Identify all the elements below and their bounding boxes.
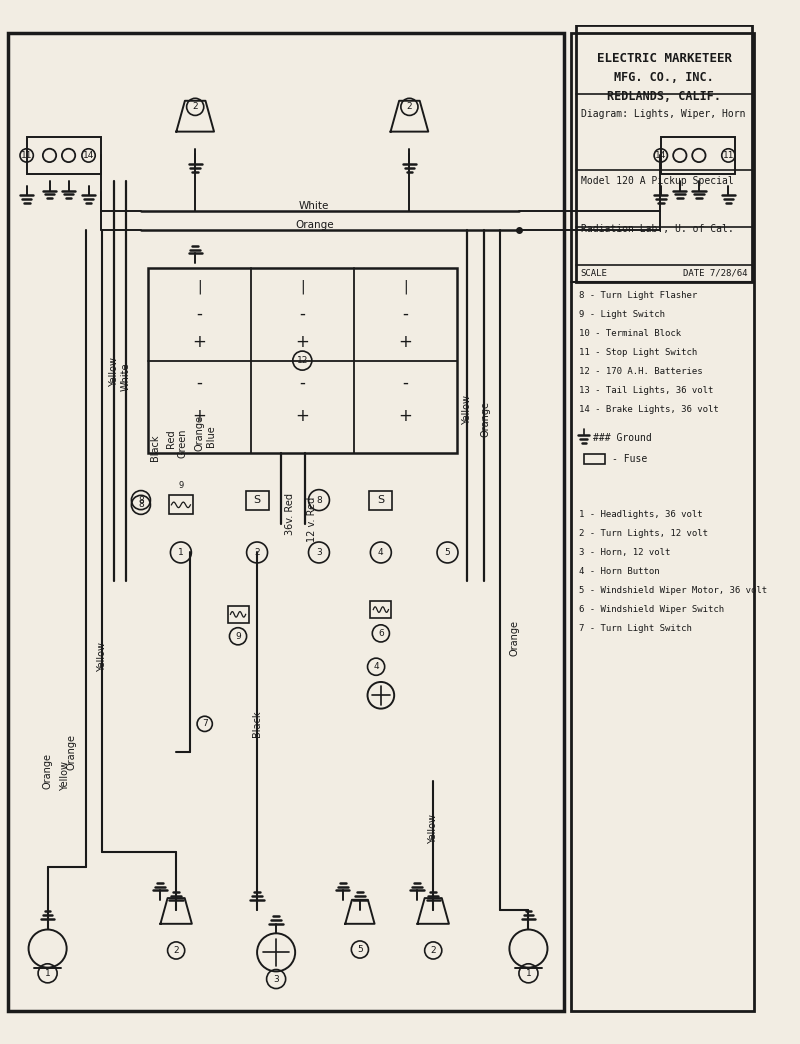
Text: Blue: Blue: [206, 426, 216, 447]
Text: Diagram: Lights, Wiper, Horn: Diagram: Lights, Wiper, Horn: [581, 110, 746, 119]
Text: |: |: [403, 280, 408, 294]
Text: Model 120 A Pickup Special: Model 120 A Pickup Special: [581, 176, 734, 186]
Text: 6: 6: [378, 628, 384, 638]
Text: Red: Red: [166, 429, 176, 448]
Text: 3 - Horn, 12 volt: 3 - Horn, 12 volt: [579, 548, 670, 556]
Text: S: S: [378, 495, 385, 505]
Text: 4 - Horn Button: 4 - Horn Button: [579, 567, 659, 576]
Text: Radiation Lab., U. of Cal.: Radiation Lab., U. of Cal.: [581, 223, 734, 234]
Text: 11 - Stop Light Switch: 11 - Stop Light Switch: [579, 348, 697, 357]
Text: 7 - Turn Light Switch: 7 - Turn Light Switch: [579, 624, 692, 633]
Text: Yellow: Yellow: [97, 642, 107, 672]
Text: +: +: [295, 407, 310, 425]
Text: SCALE: SCALE: [581, 269, 608, 278]
Text: 7: 7: [202, 719, 207, 729]
Text: 2: 2: [192, 102, 198, 112]
Text: Orange: Orange: [481, 401, 490, 437]
Bar: [8, 32, 564, 1012]
Bar: [26, 138, 101, 173]
Text: 8: 8: [138, 496, 144, 504]
Text: - Fuse: - Fuse: [612, 454, 647, 465]
Bar: [147, 267, 457, 453]
Text: 11: 11: [21, 151, 33, 160]
Bar: [227, 606, 249, 623]
Text: 3: 3: [316, 548, 322, 556]
Text: 1 - Headlights, 36 volt: 1 - Headlights, 36 volt: [579, 509, 702, 519]
Text: 12 v. Red: 12 v. Red: [307, 497, 318, 542]
Text: 14: 14: [83, 151, 94, 160]
Text: 3: 3: [274, 974, 279, 983]
Text: MFG. CO., INC.: MFG. CO., INC.: [614, 71, 714, 84]
Text: 6 - Windshield Wiper Switch: 6 - Windshield Wiper Switch: [579, 606, 724, 614]
Text: -: -: [196, 305, 202, 324]
Text: DATE 7/28/64: DATE 7/28/64: [683, 269, 747, 278]
Text: Orange: Orange: [509, 620, 519, 657]
Text: Black: Black: [150, 434, 160, 461]
Text: 13 - Tail Lights, 36 volt: 13 - Tail Lights, 36 volt: [579, 386, 714, 395]
Text: 5 - Windshield Wiper Motor, 36 volt: 5 - Windshield Wiper Motor, 36 volt: [579, 586, 767, 595]
Text: 36v. Red: 36v. Red: [286, 494, 295, 536]
Text: 14: 14: [655, 151, 666, 160]
Text: +: +: [192, 407, 206, 425]
Text: +: +: [192, 333, 206, 351]
Text: ELECTRIC MARKETEER: ELECTRIC MARKETEER: [597, 52, 732, 65]
Bar: [370, 491, 392, 509]
Bar: [246, 491, 269, 509]
Text: -: -: [299, 374, 306, 392]
Bar: [370, 601, 391, 618]
Text: Black: Black: [252, 711, 262, 737]
Text: 1: 1: [45, 969, 50, 978]
Text: 2 - Turn Lights, 12 volt: 2 - Turn Lights, 12 volt: [579, 529, 708, 538]
Text: 12 - 170 A.H. Batteries: 12 - 170 A.H. Batteries: [579, 367, 702, 376]
Text: 10 - Terminal Block: 10 - Terminal Block: [579, 329, 681, 338]
Bar: [169, 495, 194, 515]
Text: 8: 8: [316, 496, 322, 504]
Text: 2: 2: [406, 102, 412, 112]
Text: 2: 2: [254, 548, 260, 556]
Text: 2: 2: [174, 946, 179, 955]
Text: +: +: [398, 407, 412, 425]
Bar: [661, 138, 735, 173]
Text: 8 - Turn Light Flasher: 8 - Turn Light Flasher: [579, 291, 697, 300]
Text: 9: 9: [235, 632, 241, 641]
Text: White: White: [121, 362, 130, 390]
Text: Green: Green: [178, 428, 188, 457]
Text: Yellow: Yellow: [462, 395, 471, 425]
Text: 8: 8: [138, 500, 144, 509]
Text: S: S: [254, 495, 261, 505]
Text: +: +: [295, 333, 310, 351]
Text: 1: 1: [178, 548, 184, 556]
Text: 4: 4: [374, 662, 379, 671]
Text: 9 - Light Switch: 9 - Light Switch: [579, 310, 665, 318]
Text: 4: 4: [378, 548, 384, 556]
Text: Orange: Orange: [42, 754, 53, 789]
Text: 2: 2: [430, 946, 436, 955]
Text: -: -: [402, 305, 408, 324]
Text: ### Ground: ### Ground: [593, 433, 652, 444]
Text: |: |: [300, 280, 305, 294]
Bar: [576, 25, 752, 282]
Text: 1: 1: [526, 969, 531, 978]
Text: Orange: Orange: [295, 220, 334, 230]
Text: +: +: [398, 333, 412, 351]
Text: |: |: [197, 280, 202, 294]
Text: 9: 9: [178, 481, 183, 491]
Text: 14 - Brake Lights, 36 volt: 14 - Brake Lights, 36 volt: [579, 405, 718, 414]
Text: 11: 11: [722, 151, 734, 160]
Text: 12: 12: [297, 356, 308, 365]
Text: REDLANDS, CALIF.: REDLANDS, CALIF.: [607, 90, 721, 103]
Text: -: -: [299, 305, 306, 324]
Bar: [584, 454, 605, 464]
Bar: [571, 32, 754, 1012]
Text: Yellow: Yellow: [60, 761, 70, 791]
Text: Yellow: Yellow: [110, 357, 119, 386]
Text: White: White: [299, 200, 330, 211]
Text: Yellow: Yellow: [428, 813, 438, 844]
Text: 5: 5: [445, 548, 450, 556]
Text: 5: 5: [357, 945, 362, 954]
Text: -: -: [196, 374, 202, 392]
Text: Orange: Orange: [66, 734, 77, 770]
Text: Orange: Orange: [195, 416, 205, 451]
Text: -: -: [402, 374, 408, 392]
